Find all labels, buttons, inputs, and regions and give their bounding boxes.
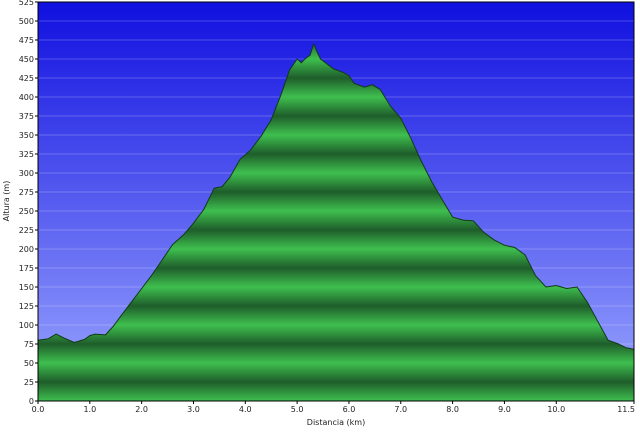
y-tick-label: 300 — [19, 169, 34, 178]
series-layer — [38, 42, 634, 401]
y-tick-label: 400 — [19, 93, 34, 102]
elevation-line — [38, 42, 634, 350]
y-tick-label: 125 — [19, 302, 34, 311]
y-tick-label: 500 — [19, 17, 34, 26]
y-tick-label: 250 — [19, 207, 34, 216]
y-tick-label: 100 — [19, 321, 34, 330]
y-tick-label: 0 — [29, 397, 34, 406]
x-tick-label: 11.5 — [617, 405, 635, 414]
y-axis: 0 25 50 75 100 125 150 175 200 225 250 275 300 325 350… — [19, 0, 38, 406]
y-tick-label: 25 — [24, 378, 34, 387]
y-tick-label: 50 — [24, 359, 34, 368]
x-tick-label: 2.0 — [135, 405, 148, 414]
y-tick-label: 75 — [24, 340, 34, 349]
x-tick-label: 8.0 — [446, 405, 459, 414]
y-tick-label: 200 — [19, 245, 34, 254]
y-tick-label: 225 — [19, 226, 34, 235]
x-tick-label: 3.0 — [187, 405, 200, 414]
x-axis-label: Distancia (km) — [307, 418, 365, 427]
y-tick-label: 150 — [19, 283, 34, 292]
y-axis-label: Altura (m) — [2, 181, 11, 222]
y-tick-label: 275 — [19, 188, 34, 197]
x-axis: 0.0 1.0 2.0 3.0 4.0 5.0 6.0 7.0 8.0 9.0 10.0 11.5 — [32, 401, 635, 414]
x-tick-label: 1.0 — [83, 405, 96, 414]
plot-frame — [37, 1, 635, 402]
y-tick-label: 325 — [19, 150, 34, 159]
y-tick-label: 425 — [19, 74, 34, 83]
y-tick-label: 375 — [19, 112, 34, 121]
x-tick-label: 5.0 — [291, 405, 304, 414]
x-tick-label: 7.0 — [394, 405, 407, 414]
y-tick-label: 475 — [19, 36, 34, 45]
y-tick-label: 350 — [19, 131, 34, 140]
y-tick-label: 175 — [19, 264, 34, 273]
x-tick-label: 6.0 — [343, 405, 356, 414]
x-tick-label: 4.0 — [239, 405, 252, 414]
y-tick-label: 525 — [19, 0, 34, 7]
y-tick-label: 450 — [19, 55, 34, 64]
x-tick-label: 9.0 — [498, 405, 511, 414]
x-tick-label: 0.0 — [32, 405, 45, 414]
elevation-area — [38, 43, 634, 401]
x-tick-label: 10.0 — [547, 405, 565, 414]
